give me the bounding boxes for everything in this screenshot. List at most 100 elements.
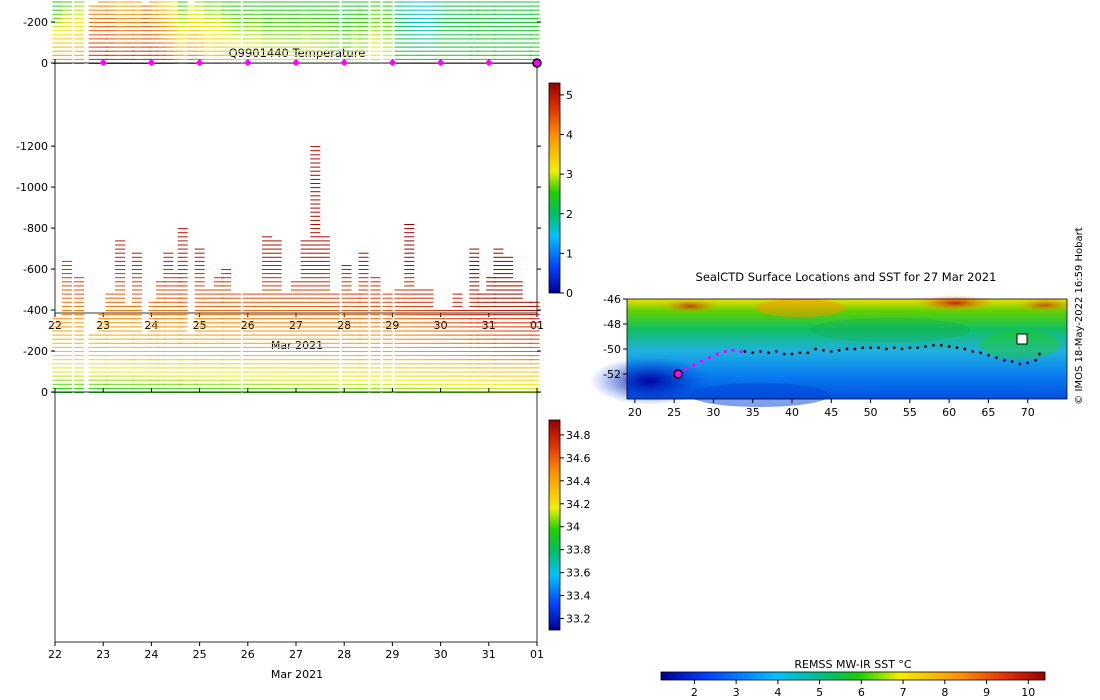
- profile-cell: [394, 22, 405, 23]
- profile-cell: [98, 330, 109, 332]
- profile-cell: [88, 346, 99, 348]
- profile-cell: [105, 314, 116, 316]
- profile-cell: [486, 326, 497, 328]
- profile-cell: [341, 289, 352, 291]
- profile-cell: [131, 359, 142, 361]
- profile-cell: [163, 355, 174, 357]
- profile-cell: [177, 297, 188, 299]
- profile-cell: [281, 63, 292, 64]
- profile-cell: [329, 293, 340, 295]
- profile-cell: [74, 50, 85, 52]
- profile-cell: [105, 334, 116, 336]
- profile-cell: [476, 318, 487, 320]
- colorbar-tick-label: 3: [566, 168, 573, 181]
- track-point: [979, 351, 982, 355]
- profile-cell: [469, 314, 480, 316]
- track-point: [869, 346, 872, 350]
- profile-cell: [52, 38, 63, 40]
- profile-cell: [230, 63, 241, 64]
- profile-cell: [404, 26, 415, 28]
- profile-cell: [442, 379, 453, 381]
- profile-cell: [310, 392, 321, 393]
- profile-cell: [115, 387, 126, 389]
- profile-cell: [522, 13, 533, 15]
- profile-cell: [252, 334, 263, 336]
- profile-cell: [156, 13, 166, 15]
- profile-cell: [194, 269, 205, 270]
- profile-cell: [310, 219, 321, 221]
- profile-cell: [163, 342, 174, 344]
- profile-cell: [281, 26, 292, 28]
- track-point: [853, 347, 857, 351]
- profile-cell: [462, 26, 473, 28]
- profile-cell: [62, 260, 72, 262]
- profile-cell: [423, 351, 434, 352]
- profile-cell: [329, 22, 340, 23]
- profile-cell: [291, 34, 301, 36]
- y-tick-label: -600: [23, 263, 48, 276]
- profile-cell: [62, 38, 72, 40]
- profile-cell: [62, 387, 72, 389]
- profile-cell: [310, 22, 321, 23]
- profile-cell: [413, 17, 424, 19]
- profile-cell: [404, 9, 415, 11]
- profile-column: [156, 281, 166, 393]
- x-tick-label: 31: [482, 319, 496, 332]
- profile-cell: [124, 387, 135, 389]
- profile-cell: [341, 30, 352, 32]
- profile-cell: [281, 30, 292, 32]
- profile-column: [252, 293, 263, 393]
- profile-cell: [271, 248, 282, 250]
- profile-cell: [512, 34, 523, 36]
- profile-cell: [230, 1, 241, 3]
- profile-cell: [341, 285, 352, 287]
- profile-cell: [370, 285, 381, 287]
- profile-cell: [469, 301, 480, 303]
- profile-cell: [281, 301, 292, 303]
- profile-cell: [469, 318, 480, 320]
- profile-cell: [131, 375, 142, 377]
- profile-cell: [512, 367, 523, 369]
- profile-cell: [213, 281, 224, 283]
- profile-cell: [493, 30, 504, 32]
- profile-cell: [52, 50, 63, 52]
- profile-cell: [105, 387, 116, 389]
- profile-cell: [358, 379, 369, 381]
- profile-cell: [310, 34, 321, 36]
- profile-cell: [503, 277, 514, 279]
- profile-cell: [98, 38, 109, 40]
- profile-cell: [187, 46, 198, 48]
- profile-cell: [469, 293, 480, 295]
- profile-cell: [177, 256, 188, 258]
- profile-cell: [177, 310, 188, 311]
- profile-cell: [230, 387, 241, 389]
- profile-cell: [329, 46, 340, 48]
- profile-cell: [370, 26, 381, 28]
- profile-cell: [194, 342, 205, 344]
- profile-cell: [177, 371, 188, 373]
- profile-cell: [423, 392, 434, 393]
- profile-cell: [300, 260, 311, 262]
- profile-cell: [187, 26, 198, 28]
- profile-column: [300, 1, 311, 64]
- profile-cell: [476, 367, 487, 369]
- profile-cell: [177, 58, 188, 60]
- profile-cell: [370, 305, 381, 307]
- profile-cell: [194, 42, 205, 44]
- profile-cell: [529, 38, 540, 40]
- profile-cell: [413, 375, 424, 377]
- profile-cell: [242, 22, 253, 23]
- profile-cell: [394, 318, 405, 320]
- profile-cell: [163, 359, 174, 361]
- profile-cell: [194, 305, 205, 307]
- profile-cell: [242, 334, 253, 336]
- profile-cell: [221, 13, 232, 15]
- profile-cell: [221, 293, 232, 295]
- profile-cell: [148, 326, 159, 328]
- profile-cell: [271, 289, 282, 291]
- profile-cell: [493, 334, 504, 336]
- profile-cell: [163, 63, 174, 64]
- profile-cell: [105, 58, 116, 60]
- profile-cell: [310, 30, 321, 32]
- profile-cell: [476, 34, 487, 36]
